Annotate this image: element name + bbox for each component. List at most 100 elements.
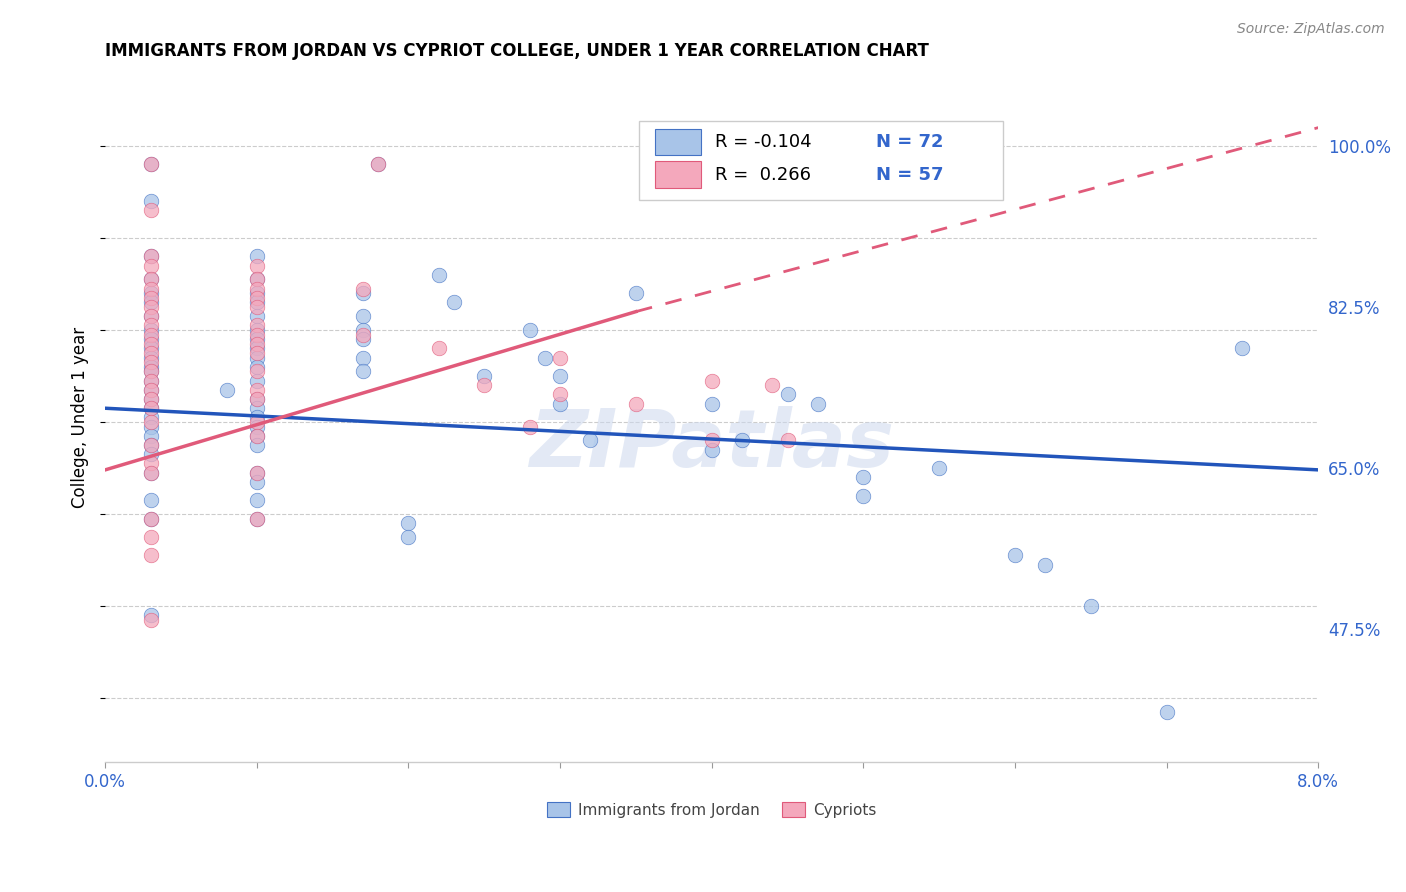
Point [246, 466, 269, 480]
Text: N = 57: N = 57 [876, 166, 943, 184]
Point [246, 374, 269, 388]
Point [427, 342, 450, 356]
Point [852, 470, 875, 484]
Point [427, 268, 450, 282]
Point [139, 282, 162, 296]
Point [246, 342, 269, 356]
Point [246, 475, 269, 489]
Point [472, 369, 495, 384]
Point [700, 442, 723, 457]
Point [139, 466, 162, 480]
Point [139, 392, 162, 406]
Point [246, 272, 269, 286]
Point [246, 364, 269, 378]
Point [579, 434, 602, 448]
Point [139, 493, 162, 508]
Point [139, 295, 162, 310]
Point [548, 369, 571, 384]
Point [367, 157, 389, 171]
Text: R =  0.266: R = 0.266 [716, 166, 811, 184]
Point [139, 415, 162, 429]
Point [246, 410, 269, 425]
Point [139, 249, 162, 263]
Point [700, 434, 723, 448]
Point [139, 300, 162, 314]
Point [246, 511, 269, 525]
Point [139, 511, 162, 525]
Point [352, 364, 374, 378]
Point [246, 493, 269, 508]
Point [246, 392, 269, 406]
Point [139, 157, 162, 171]
Point [139, 383, 162, 397]
Point [246, 392, 269, 406]
Legend: Immigrants from Jordan, Cypriots: Immigrants from Jordan, Cypriots [541, 796, 883, 824]
Point [246, 259, 269, 273]
Point [246, 300, 269, 314]
Point [246, 291, 269, 305]
Point [139, 310, 162, 324]
Point [519, 419, 541, 434]
Bar [655, 161, 700, 187]
Bar [655, 129, 700, 155]
Point [776, 387, 799, 401]
Point [139, 318, 162, 333]
Point [352, 310, 374, 324]
Point [139, 259, 162, 273]
Point [534, 351, 557, 365]
Point [246, 272, 269, 286]
Point [246, 282, 269, 296]
Point [139, 351, 162, 365]
Point [548, 351, 571, 365]
Point [139, 608, 162, 623]
Point [246, 318, 269, 333]
Point [139, 203, 162, 218]
Point [852, 489, 875, 503]
Point [139, 323, 162, 337]
Point [352, 327, 374, 342]
Point [1033, 558, 1056, 572]
Point [139, 410, 162, 425]
Point [139, 355, 162, 369]
Point [139, 457, 162, 471]
Point [246, 429, 269, 443]
Point [139, 194, 162, 209]
Point [246, 295, 269, 310]
Point [139, 419, 162, 434]
Point [928, 461, 950, 475]
FancyBboxPatch shape [638, 120, 1002, 200]
Point [700, 374, 723, 388]
Point [246, 327, 269, 342]
Text: IMMIGRANTS FROM JORDAN VS CYPRIOT COLLEGE, UNDER 1 YEAR CORRELATION CHART: IMMIGRANTS FROM JORDAN VS CYPRIOT COLLEG… [105, 42, 929, 60]
Point [352, 282, 374, 296]
Point [246, 332, 269, 346]
Text: ZIPatlas: ZIPatlas [529, 406, 894, 484]
Point [139, 447, 162, 461]
Point [246, 310, 269, 324]
Point [246, 351, 269, 365]
Point [139, 359, 162, 374]
Point [1232, 342, 1254, 356]
Point [139, 346, 162, 360]
Point [1004, 549, 1026, 563]
Point [548, 397, 571, 411]
Point [139, 374, 162, 388]
Point [139, 364, 162, 378]
Point [246, 419, 269, 434]
Point [139, 364, 162, 378]
Point [1080, 599, 1102, 613]
Point [761, 378, 783, 392]
Point [352, 332, 374, 346]
Text: R = -0.104: R = -0.104 [716, 133, 813, 151]
Point [215, 383, 238, 397]
Point [246, 383, 269, 397]
Point [398, 530, 420, 544]
Point [139, 272, 162, 286]
Point [246, 359, 269, 374]
Point [246, 429, 269, 443]
Point [139, 613, 162, 627]
Point [472, 378, 495, 392]
Point [246, 286, 269, 301]
Point [352, 351, 374, 365]
Point [246, 401, 269, 416]
